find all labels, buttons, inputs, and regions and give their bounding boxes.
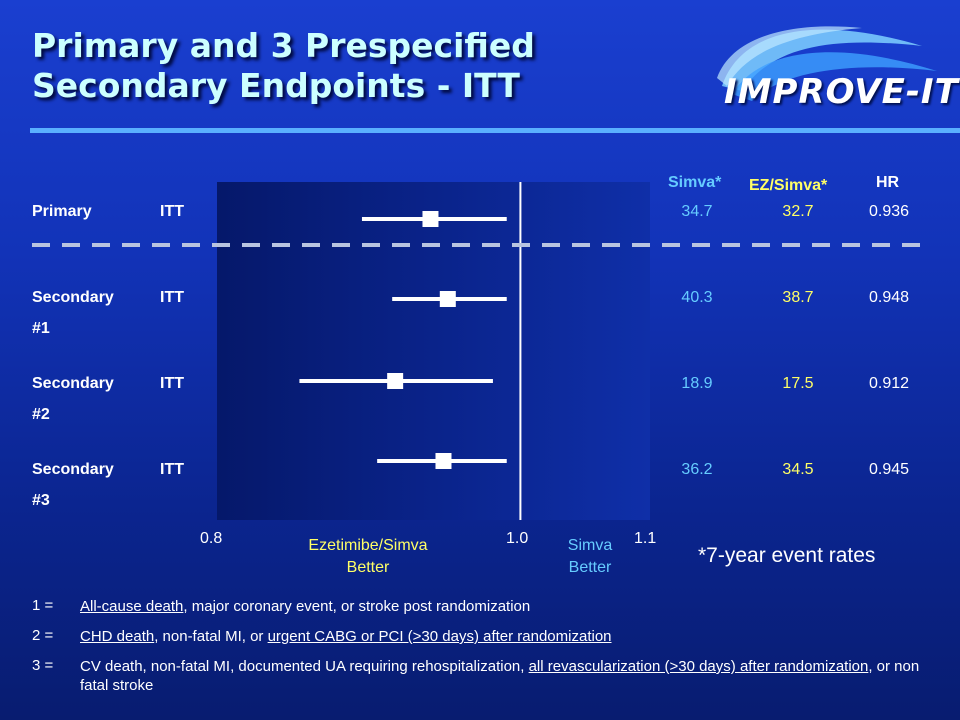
ez-simva-rate-3: 34.5	[782, 461, 814, 478]
hazard-ratio-3: 0.945	[868, 461, 910, 478]
ezetimibe-better-label: Ezetimibe/Simva Better	[278, 535, 458, 579]
x-tick-0.8: 0.8	[200, 530, 223, 547]
ez-simva-rate-1: 38.7	[782, 289, 814, 306]
hazard-ratio-2: 0.912	[868, 375, 910, 392]
ezetimibe-better-line2: Better	[346, 559, 390, 576]
endpoint-population-1: ITT	[160, 289, 184, 306]
endpoint-population-2: ITT	[160, 375, 184, 392]
slide-title: Primary and 3 Prespecified Secondary End…	[32, 26, 535, 106]
endpoint-sublabel-1: #1	[32, 320, 50, 337]
improve-it-logo	[717, 26, 937, 101]
ez-simva-rate-0: 32.7	[782, 203, 814, 220]
hazard-ratio-1: 0.948	[868, 289, 910, 306]
endpoint-label-0: Primary	[32, 203, 92, 220]
title-line-1: Primary and 3 Prespecified	[32, 26, 535, 65]
logo-wordmark: IMPROVE-IT	[724, 72, 959, 112]
endpoint-sublabel-2: #2	[32, 406, 50, 423]
header-hr: HR	[876, 174, 900, 191]
hr-marker-0	[422, 211, 439, 227]
simva-rate-2: 18.9	[681, 375, 713, 392]
simva-better-line1: Simva	[567, 537, 613, 554]
ez-simva-rate-2: 17.5	[782, 375, 814, 392]
endpoint-population-3: ITT	[160, 461, 184, 478]
x-tick-1.0: 1.0	[506, 530, 529, 547]
endpoint-sublabel-3: #3	[32, 492, 50, 509]
endpoint-label-2: Secondary	[32, 375, 114, 392]
simva-better-label: Simva Better	[540, 535, 640, 579]
hr-marker-2	[387, 373, 404, 389]
simva-rate-3: 36.2	[681, 461, 713, 478]
x-tick-1.1: 1.1	[634, 530, 657, 547]
endpoint-label-3: Secondary	[32, 461, 114, 478]
footnote-3-text: CV death, non-fatal MI, documented UA re…	[80, 658, 920, 694]
endpoint-population-0: ITT	[160, 203, 184, 220]
footnote-1-num: 1 =	[32, 597, 54, 614]
simva-rate-1: 40.3	[681, 289, 713, 306]
header-simva: Simva*	[668, 174, 722, 191]
ezetimibe-better-line1: Ezetimibe/Simva	[308, 537, 428, 554]
endpoint-label-1: Secondary	[32, 289, 114, 306]
event-rate-note: *7-year event rates	[698, 544, 876, 567]
footnote-3-num: 3 =	[32, 657, 54, 674]
title-line-2: Secondary Endpoints - ITT	[32, 66, 520, 105]
title-underline	[30, 128, 960, 133]
hazard-ratio-0: 0.936	[868, 203, 910, 220]
hr-marker-3	[435, 453, 452, 469]
header-ez-simva: EZ/Simva*	[749, 177, 828, 194]
simva-better-line2: Better	[568, 559, 612, 576]
footnote-2-text: CHD death, non-fatal MI, or urgent CABG …	[80, 628, 612, 645]
simva-rate-0: 34.7	[681, 203, 713, 220]
footnote-1-text: All-cause death, major coronary event, o…	[80, 598, 531, 615]
forest-plot-panel	[217, 182, 650, 520]
footnote-2-num: 2 =	[32, 627, 54, 644]
hr-marker-1	[439, 291, 456, 307]
